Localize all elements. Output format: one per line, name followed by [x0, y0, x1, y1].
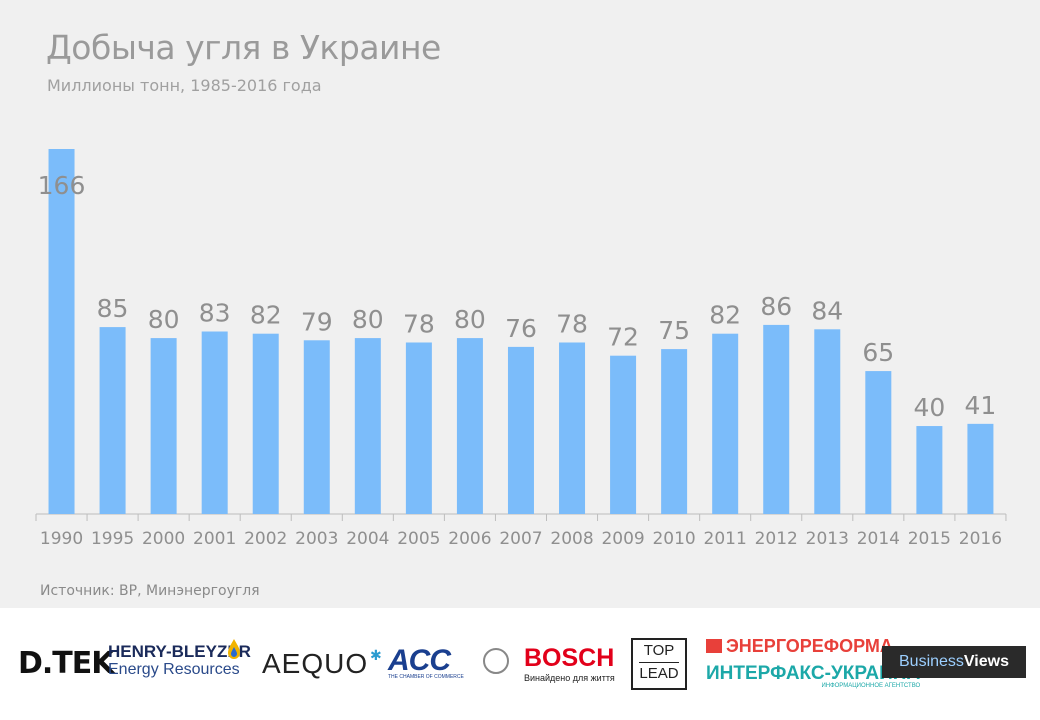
top-lead-divider	[639, 662, 679, 663]
x-tick-label-2014: 2014	[857, 529, 900, 549]
x-tick-label-2012: 2012	[755, 529, 798, 549]
data-label-2004: 80	[352, 305, 384, 334]
x-tick-label-2000: 2000	[142, 529, 185, 549]
dtek-logo: D.TEK	[18, 646, 115, 681]
henry-bleyzer-tagline: Energy Resources	[108, 661, 240, 678]
data-label-2005: 78	[403, 309, 435, 338]
data-label-1995: 85	[97, 294, 129, 323]
x-tick-label-2013: 2013	[806, 529, 849, 549]
x-tick-label-2009: 2009	[601, 529, 644, 549]
x-tick-label-2008: 2008	[550, 529, 593, 549]
bar-2011	[712, 333, 739, 514]
acc-name: ACC	[388, 644, 451, 677]
data-label-2002: 82	[250, 301, 282, 330]
data-label-2016: 41	[965, 391, 997, 420]
snowflake-icon: ✱	[370, 648, 382, 664]
bar-2004	[354, 338, 381, 514]
bar-2013	[814, 329, 841, 514]
data-label-2001: 83	[199, 299, 231, 328]
bar-2006	[456, 338, 483, 514]
top-lead-logo: TOP LEAD	[631, 638, 687, 690]
interfax-name: ИНТЕРФАКС-УКРАИНА	[706, 663, 921, 684]
x-tick-label-2016: 2016	[959, 529, 1002, 549]
bar-2014	[865, 371, 892, 514]
bar-2015	[916, 426, 943, 514]
data-label-2006: 80	[454, 305, 486, 334]
acc-logo: ACC THE CHAMBER OF COMMERCE	[388, 644, 464, 680]
bar-2001	[201, 331, 228, 514]
data-label-2009: 72	[607, 323, 639, 352]
data-label-2010: 75	[658, 316, 690, 345]
chart-title: Добыча угля в Украине	[46, 28, 441, 67]
drop-icon	[228, 639, 240, 659]
energoreforma-text: ЭНЕРГОРЕФОРМА	[726, 636, 893, 656]
data-label-2014: 65	[862, 338, 894, 367]
energoreforma-interfax-logo: ЭНЕРГОРЕФОРМА ИНТЕРФАКС-УКРАИНА ИНФОРМАЦ…	[706, 636, 920, 689]
business-views-part1: Business	[899, 653, 964, 670]
aequo-logo: AEQUO	[262, 648, 369, 679]
data-label-2007: 76	[505, 314, 537, 343]
bar-2002	[252, 333, 279, 514]
x-tick-label-2002: 2002	[244, 529, 287, 549]
bar-1995	[99, 327, 126, 514]
data-label-2013: 84	[811, 296, 843, 325]
bar-2010	[661, 349, 688, 514]
acc-tagline: THE CHAMBER OF COMMERCE	[388, 674, 464, 680]
x-tick-label-2005: 2005	[397, 529, 440, 549]
data-label-1990: 166	[38, 171, 86, 200]
bar-1990	[48, 149, 75, 514]
source-note: Источник: BP, Минэнергоугля	[40, 583, 260, 599]
x-tick-label-2003: 2003	[295, 529, 338, 549]
x-tick-label-2010: 2010	[652, 529, 695, 549]
bar-2007	[507, 346, 534, 514]
data-label-2003: 79	[301, 307, 333, 336]
data-label-2008: 78	[556, 309, 588, 338]
sponsor-logos-bar: D.TEK HENRY-BLEYZER Energy Resources AEQ…	[0, 608, 1040, 720]
henry-bleyzer-logo: HENRY-BLEYZER Energy Resources	[108, 639, 251, 679]
interfax-tagline: ИНФОРМАЦИОННОЕ АГЕНТСТВО	[821, 683, 921, 689]
x-tick-label-2007: 2007	[499, 529, 542, 549]
bar-2008	[559, 342, 586, 514]
bar-2009	[610, 355, 637, 514]
data-label-2000: 80	[148, 305, 180, 334]
business-views-part2: Views	[963, 653, 1009, 670]
top-lead-line1: TOP	[643, 642, 675, 659]
x-tick-label-2004: 2004	[346, 529, 389, 549]
bar-2000	[150, 338, 177, 514]
energoreforma-name: ЭНЕРГОРЕФОРМА	[706, 636, 920, 657]
x-tick-label-1990: 1990	[40, 529, 83, 549]
data-label-2015: 40	[913, 393, 945, 422]
bosch-name: BOSCH	[524, 644, 615, 672]
henry-bleyzer-name: HENRY-BLEYZER	[108, 642, 251, 661]
bosch-tagline: Винайдено для життя	[524, 673, 615, 683]
business-views-logo: BusinessViews	[882, 646, 1026, 678]
chart-area: Добыча угля в Украине Миллионы тонн, 198…	[35, 28, 1007, 599]
x-tick-label-2001: 2001	[193, 529, 236, 549]
bar-2016	[967, 423, 994, 514]
bar-chart: 166 1990 85 1995 80 2000 83 2001 82 2002 79 2003 80 2…	[35, 149, 1007, 549]
x-tick-label-2006: 2006	[448, 529, 491, 549]
x-tick-label-2015: 2015	[908, 529, 951, 549]
x-tick-label-1995: 1995	[91, 529, 134, 549]
data-label-2012: 86	[760, 292, 792, 321]
data-label-2011: 82	[709, 301, 741, 330]
bar-2005	[405, 342, 432, 514]
chart-subtitle: Миллионы тонн, 1985-2016 года	[47, 76, 322, 95]
bar-2003	[303, 340, 330, 514]
bosch-ring-icon	[483, 648, 509, 674]
bosch-logo: BOSCH Винайдено для життя	[524, 644, 615, 683]
bar-2012	[763, 324, 790, 514]
energoreforma-icon	[706, 639, 722, 653]
x-tick-label-2011: 2011	[704, 529, 747, 549]
top-lead-line2: LEAD	[639, 665, 679, 682]
